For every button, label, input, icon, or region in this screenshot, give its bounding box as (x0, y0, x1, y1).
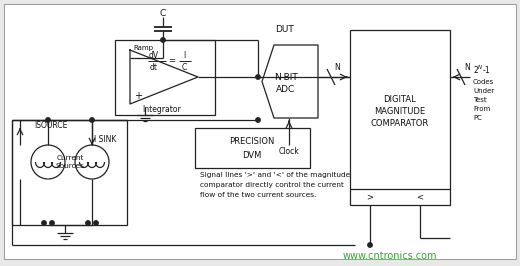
Text: N: N (464, 64, 470, 73)
Text: I SINK: I SINK (94, 135, 116, 144)
Text: Test: Test (473, 97, 487, 103)
Text: Clock: Clock (279, 147, 300, 156)
Text: comparator directly control the current: comparator directly control the current (200, 182, 344, 188)
Bar (350, 30, 450, 205)
Text: $2^{N}$-1: $2^{N}$-1 (473, 64, 491, 76)
Text: =: = (168, 56, 176, 65)
Text: PRECISION: PRECISION (229, 136, 275, 146)
Text: MAGNITUDE: MAGNITUDE (374, 107, 425, 117)
Text: >: > (367, 193, 373, 202)
Text: From: From (473, 106, 490, 112)
Text: Under: Under (473, 88, 494, 94)
Circle shape (31, 145, 65, 179)
Circle shape (75, 145, 109, 179)
Text: -: - (136, 53, 140, 63)
Bar (12, 120, 127, 225)
Text: ADC: ADC (276, 85, 296, 94)
Text: PC: PC (473, 115, 482, 121)
Text: Current
Sources: Current Sources (56, 156, 84, 168)
Text: DUT: DUT (276, 24, 294, 34)
Text: DIGITAL: DIGITAL (384, 95, 417, 105)
Circle shape (90, 118, 94, 122)
Text: ISOURCE: ISOURCE (34, 120, 68, 130)
Text: Signal lines '>' and '<' of the magnitude: Signal lines '>' and '<' of the magnitud… (200, 172, 350, 178)
Text: Codes: Codes (473, 79, 494, 85)
Circle shape (94, 221, 98, 225)
Bar (195, 128, 310, 168)
Circle shape (256, 75, 260, 79)
Bar (115, 40, 215, 115)
Text: COMPARATOR: COMPARATOR (371, 119, 429, 128)
Polygon shape (262, 45, 318, 118)
Circle shape (42, 221, 46, 225)
Text: <: < (417, 193, 423, 202)
Text: C: C (181, 63, 187, 72)
Text: C: C (160, 9, 166, 18)
Text: DVM: DVM (242, 151, 262, 160)
Circle shape (46, 118, 50, 122)
Text: Ramp: Ramp (133, 45, 153, 51)
Text: I: I (183, 52, 185, 60)
Text: N: N (334, 64, 340, 73)
Text: dV: dV (149, 52, 159, 60)
Text: Integrator: Integrator (142, 106, 181, 114)
Text: N-BIT: N-BIT (274, 73, 298, 81)
Circle shape (161, 38, 165, 42)
Text: dt: dt (150, 63, 158, 72)
Text: flow of the two current sources.: flow of the two current sources. (200, 192, 316, 198)
Circle shape (50, 221, 54, 225)
Circle shape (368, 243, 372, 247)
Circle shape (86, 221, 90, 225)
Text: www.cntronics.com: www.cntronics.com (343, 251, 437, 261)
Circle shape (256, 118, 260, 122)
Text: +: + (134, 91, 142, 101)
